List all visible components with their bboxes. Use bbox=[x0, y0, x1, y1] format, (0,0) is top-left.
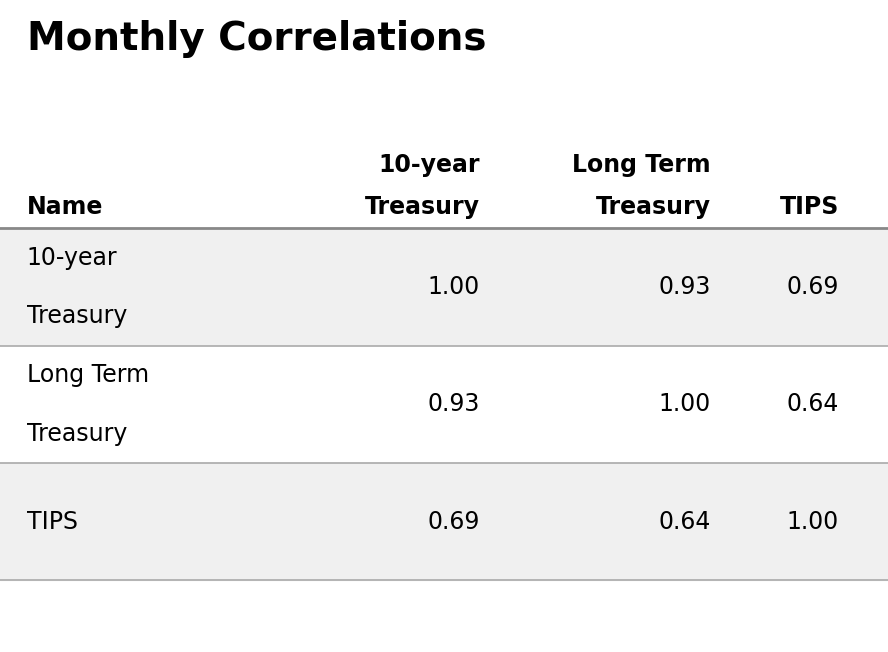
Text: Name: Name bbox=[27, 195, 103, 218]
Text: 1.00: 1.00 bbox=[427, 275, 480, 299]
Text: 0.69: 0.69 bbox=[787, 275, 839, 299]
Text: Long Term: Long Term bbox=[27, 363, 149, 387]
Text: 1.00: 1.00 bbox=[658, 393, 710, 416]
Bar bbox=[0, 130, 888, 228]
Text: 0.69: 0.69 bbox=[427, 510, 480, 533]
Bar bbox=[0, 346, 888, 463]
Text: Monthly Correlations: Monthly Correlations bbox=[27, 20, 486, 57]
Bar bbox=[0, 228, 888, 346]
Text: Treasury: Treasury bbox=[27, 304, 127, 328]
Text: 0.93: 0.93 bbox=[427, 393, 480, 416]
Text: TIPS: TIPS bbox=[27, 510, 77, 533]
Text: Treasury: Treasury bbox=[595, 195, 710, 218]
Text: 0.93: 0.93 bbox=[658, 275, 710, 299]
Text: 0.64: 0.64 bbox=[787, 393, 839, 416]
Text: 1.00: 1.00 bbox=[787, 510, 839, 533]
Text: 10-year: 10-year bbox=[378, 153, 480, 177]
Text: 10-year: 10-year bbox=[27, 246, 117, 269]
Text: Long Term: Long Term bbox=[572, 153, 710, 177]
Text: 0.64: 0.64 bbox=[658, 510, 710, 533]
Text: Treasury: Treasury bbox=[364, 195, 480, 218]
Bar bbox=[0, 463, 888, 580]
Text: Treasury: Treasury bbox=[27, 422, 127, 445]
Text: TIPS: TIPS bbox=[780, 195, 839, 218]
